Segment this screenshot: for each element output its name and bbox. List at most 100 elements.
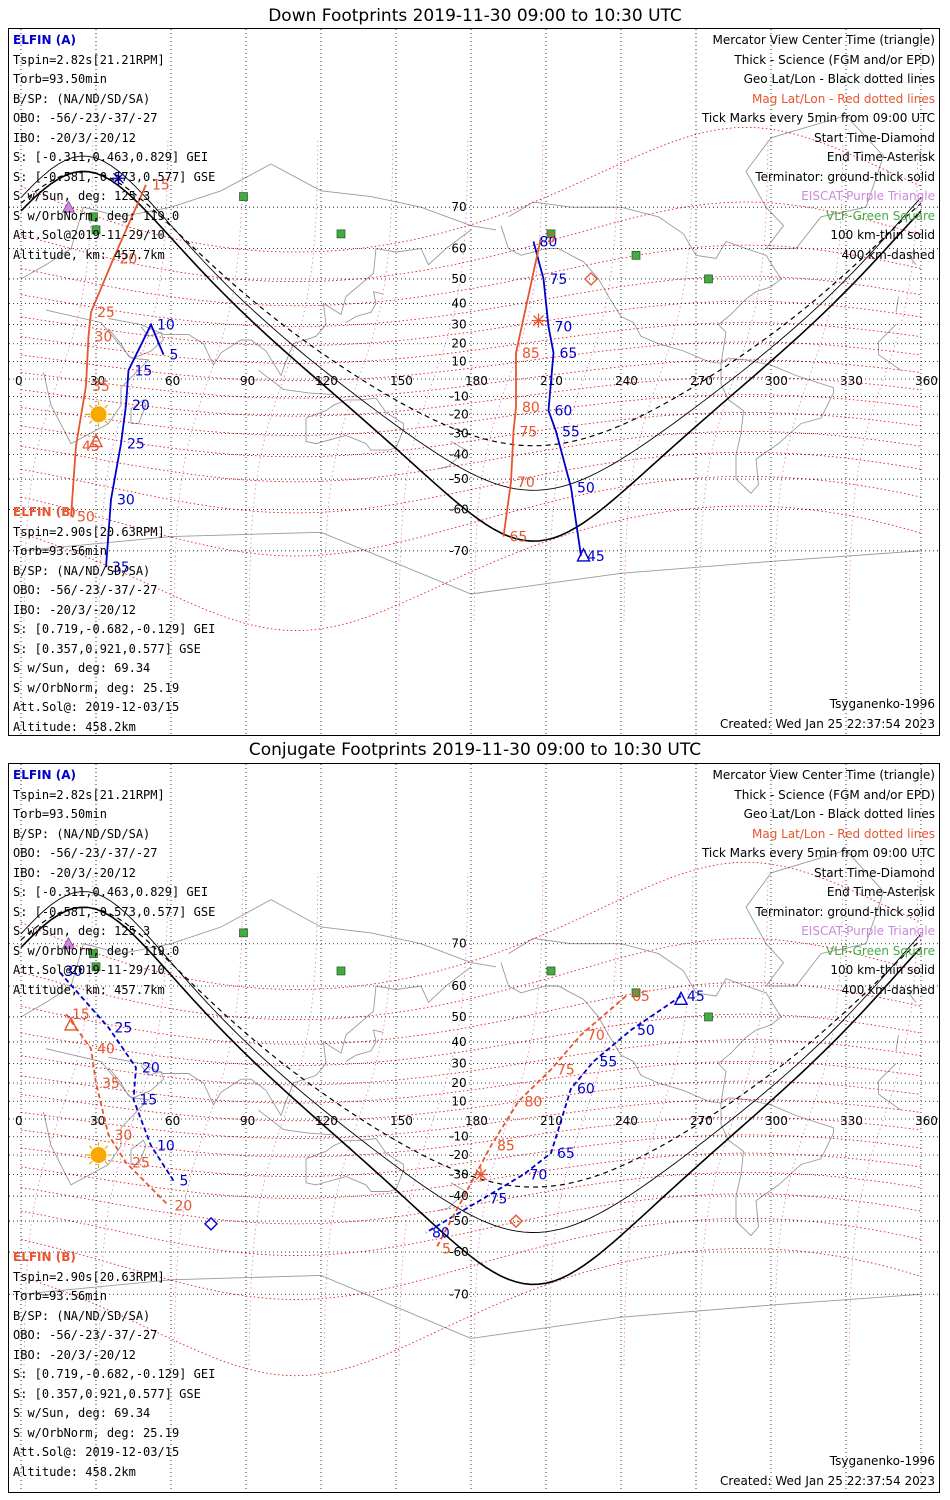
elfin-b-tick-label: 85	[522, 346, 540, 362]
elfin-b-view-triangle	[63, 1016, 79, 1031]
vlf-station-square	[336, 229, 346, 239]
legend-item: EISCAT-Purple Triangle	[801, 924, 935, 938]
legend: Mercator View Center Time (triangle) Thic…	[702, 31, 935, 265]
latitude-tick-label: -60	[449, 1245, 469, 1259]
elfin-a-tick-label: 10	[157, 1139, 175, 1155]
elfin-b-tick-label: 65	[632, 989, 650, 1005]
legend: Mercator View Center Time (triangle) Thic…	[702, 766, 935, 1000]
latitude-tick-label: 20	[451, 1076, 466, 1090]
legend-item: Tick Marks every 5min from 09:00 UTC	[701, 111, 935, 125]
mag-latitude-line	[20, 376, 922, 417]
elfin-a-info-line: S w/Sun, deg: 125.3	[13, 924, 151, 938]
mag-latitude-line	[20, 1039, 922, 1086]
vlf-station-square	[89, 212, 98, 222]
elfin-a-info-line: OBO: -56/-23/-37/-27	[13, 111, 158, 125]
elfin-b-info-line: S w/Sun, deg: 69.34	[13, 661, 151, 675]
elfin-b-info-line: Tspin=2.90s[20.63RPM]	[13, 1269, 165, 1284]
coastline	[878, 341, 902, 371]
mag-meridian-line	[698, 872, 769, 1366]
elfin-a-tick-label: 25	[115, 1020, 133, 1036]
asterisk-stroke	[533, 315, 544, 327]
elfin-a-name: ELFIN (A)	[13, 768, 76, 782]
mag-latitude-line	[20, 475, 922, 557]
elfin-a-tick-label: 55	[562, 424, 580, 440]
vlf-station-square	[704, 274, 713, 284]
vlf-station-square	[546, 229, 556, 239]
legend-item: Thick - Science (FGM and/or EPD)	[734, 52, 935, 67]
latitude-tick-label: 60	[451, 979, 466, 993]
legend-item: Mag Lat/Lon - Red dotted lines	[751, 91, 935, 106]
elfin-b-track	[70, 184, 147, 517]
mag-latitude-line	[20, 451, 922, 514]
sun-ray	[104, 1145, 109, 1150]
latitude-tick-label: -70	[449, 544, 469, 558]
eiscat-triangle	[61, 936, 76, 950]
coastline	[745, 849, 885, 987]
elfin-a-tick-label: 5	[180, 1174, 189, 1190]
elfin-a-view-triangle	[673, 990, 689, 1006]
elfin-b-info-line: Torb=93.56min	[13, 544, 107, 558]
geographic-grid	[9, 29, 939, 735]
elfin-b-track	[65, 1013, 170, 1207]
longitude-tick-label: 0	[15, 1114, 23, 1128]
terminator-ground-line	[20, 170, 922, 542]
mag-latitude-line	[20, 1013, 922, 1066]
terminator-100km-line	[20, 155, 922, 491]
elfin-a-info-line: IBO: -20/3/-20/12	[13, 865, 136, 880]
elfin-b-tick-label: 35	[102, 1076, 120, 1092]
vlf-station-square	[631, 988, 641, 998]
coastline	[438, 1182, 467, 1211]
elfin-a-tick-label: 15	[135, 363, 153, 379]
elfin-b-start-diamond	[509, 1214, 523, 1229]
elfin-a-info-line: S w/Sun, deg: 125.3	[13, 189, 151, 203]
coastline	[907, 251, 917, 265]
legend-item: Mag Lat/Lon - Red dotted lines	[751, 826, 935, 841]
elfin-a-info-line: Att.Sol@2019-11-29/10	[13, 228, 165, 242]
coastline	[720, 1097, 834, 1237]
elfin-b-tick-label: 75	[520, 424, 538, 440]
legend-item: Start Time-Diamond	[813, 130, 935, 145]
asterisk-stroke	[475, 1169, 487, 1180]
longitude-tick-label: 90	[240, 374, 255, 388]
latitude-tick-label: -30	[449, 1167, 469, 1181]
elfin-a-track	[105, 322, 165, 568]
mag-meridian-line	[473, 137, 544, 621]
coastline	[258, 1109, 334, 1136]
latitude-tick-label: -30	[449, 426, 469, 440]
mag-meridian-line	[848, 137, 919, 621]
latitude-tick-label: 60	[451, 242, 466, 256]
elfin-b-tick-label: 30	[115, 1128, 133, 1144]
legend-item: VLF-Green Square	[826, 208, 935, 223]
legend-item: Start Time-Diamond	[813, 865, 935, 880]
elfin-b-tick-label: 25	[97, 305, 115, 321]
elfin-b-tick-label: 25	[132, 1156, 150, 1172]
elfin-b-info-line: Att.Sol@: 2019-12-03/15	[13, 700, 180, 714]
created-timestamp: Created: Wed Jan 25 22:37:54 2023	[720, 1474, 935, 1488]
mag-latitude-line	[20, 1099, 922, 1139]
sun-icon	[85, 401, 112, 428]
elfin-a-info-line: Torb=93.50min	[13, 72, 107, 86]
elfin-a-tick-label: 45	[587, 549, 605, 565]
legend-item: Terminator: ground-thick solid	[755, 904, 935, 919]
elfin-b-name: ELFIN (B)	[13, 505, 76, 519]
legend-item: 100 km-thin solid	[830, 228, 935, 242]
latitude-tick-label: 30	[451, 1057, 466, 1071]
elfin-a-tick-label: 70	[555, 320, 573, 336]
mag-latitude-line	[20, 1134, 922, 1177]
latitude-tick-label: 50	[451, 1010, 466, 1024]
elfin-a-info-line: S: [-0.311,0.463,0.829] GEI	[13, 885, 209, 899]
elfin-b-info-line: IBO: -20/3/-20/12	[13, 602, 136, 617]
latitude-tick-label: 30	[451, 318, 466, 332]
elfin-b-info-line: Torb=93.56min	[13, 1289, 107, 1303]
latitude-tick-label: 70	[451, 937, 466, 951]
elfin-a-track	[425, 995, 682, 1234]
coastline	[500, 937, 782, 1104]
elfin-b-start-diamond	[584, 271, 598, 286]
elfin-a-tick-label: 50	[577, 480, 595, 496]
terminator-100km-line	[20, 891, 922, 1233]
mag-meridian-line	[98, 872, 169, 1366]
latitude-tick-label: 50	[451, 272, 466, 286]
elfin-a-tick-label: 80	[432, 1226, 450, 1242]
elfin-b-info-line: S: [0.719,-0.682,-0.129] GEI	[13, 1367, 216, 1381]
longitude-tick-label: 90	[240, 1114, 255, 1128]
